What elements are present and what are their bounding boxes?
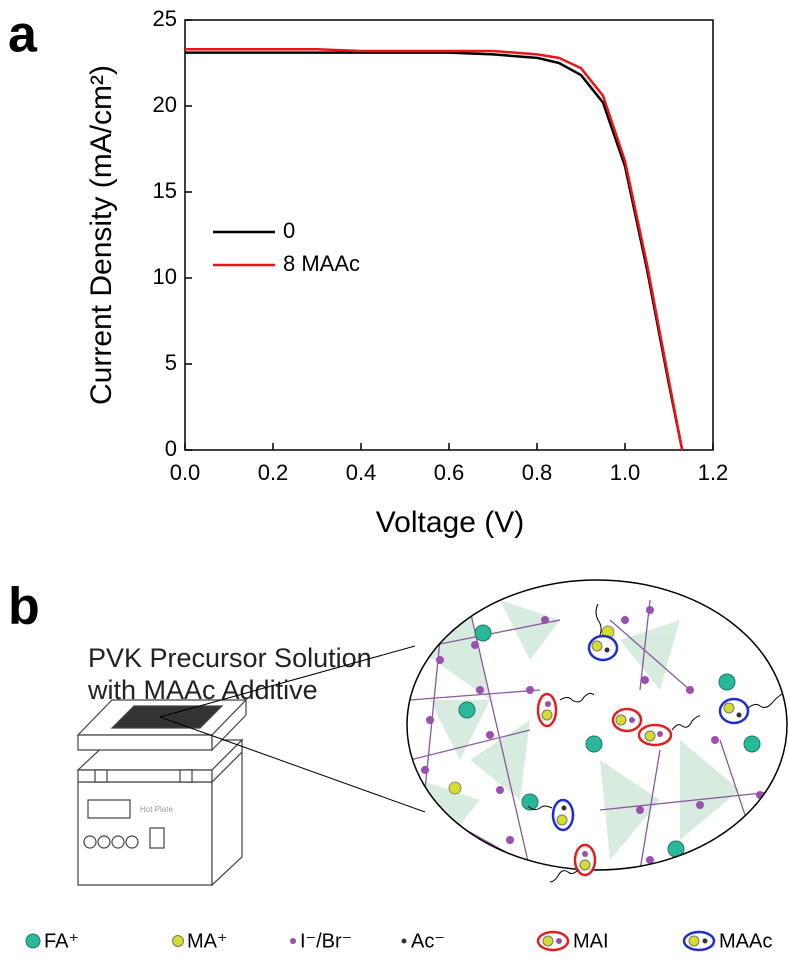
y-tick-label: 0 — [165, 436, 177, 461]
panel-label: a — [8, 6, 38, 64]
legend-label: Ac⁻ — [411, 930, 445, 952]
chart: 0.0 0.2 0.4 0.6 0.8 1.0 1.2 0 5 10 15 20 25 0 8 MAAc — [153, 6, 729, 485]
panel-label: b — [8, 578, 40, 636]
y-tick-label: 10 — [153, 264, 177, 289]
legend-label: MA⁺ — [187, 930, 228, 952]
x-tick-label: 0.6 — [434, 460, 465, 485]
zoom-line — [159, 716, 426, 813]
y-tick-label: 20 — [153, 92, 177, 117]
legend-label: MAAc — [719, 930, 772, 952]
x-axis-title: Voltage (V) — [376, 506, 524, 539]
x-tick-label: 1.0 — [610, 460, 641, 485]
x-tick-label: 0.4 — [346, 460, 377, 485]
series-line — [185, 47, 684, 451]
y-tick-label: 25 — [153, 6, 177, 31]
caption: PVK Precursor Solution — [88, 643, 372, 673]
hot-plate — [76, 698, 248, 887]
x-tick-label: 0.2 — [258, 460, 289, 485]
molecules — [527, 603, 783, 883]
y-tick-label: 5 — [165, 350, 177, 375]
x-tick-label: 0.0 — [170, 460, 201, 485]
x-tick-label: 1.2 — [698, 460, 729, 485]
legend-icons — [25, 930, 716, 952]
device-label: Hot Plate — [140, 805, 173, 814]
legend-label: 0 — [283, 218, 295, 243]
legend-label: 8 MAAc — [283, 251, 360, 276]
y-axis-title: Current Density (mA/cm²) — [85, 65, 118, 405]
plot-frame — [184, 19, 714, 451]
y-tick-label: 15 — [153, 178, 177, 203]
legend-label: MAI — [573, 930, 609, 952]
legend-label: I⁻/Br⁻ — [300, 930, 352, 952]
legend-label: FA⁺ — [44, 930, 79, 952]
zoom-circle — [406, 579, 788, 871]
zoom-line — [159, 645, 416, 718]
x-tick-label: 0.8 — [522, 460, 553, 485]
